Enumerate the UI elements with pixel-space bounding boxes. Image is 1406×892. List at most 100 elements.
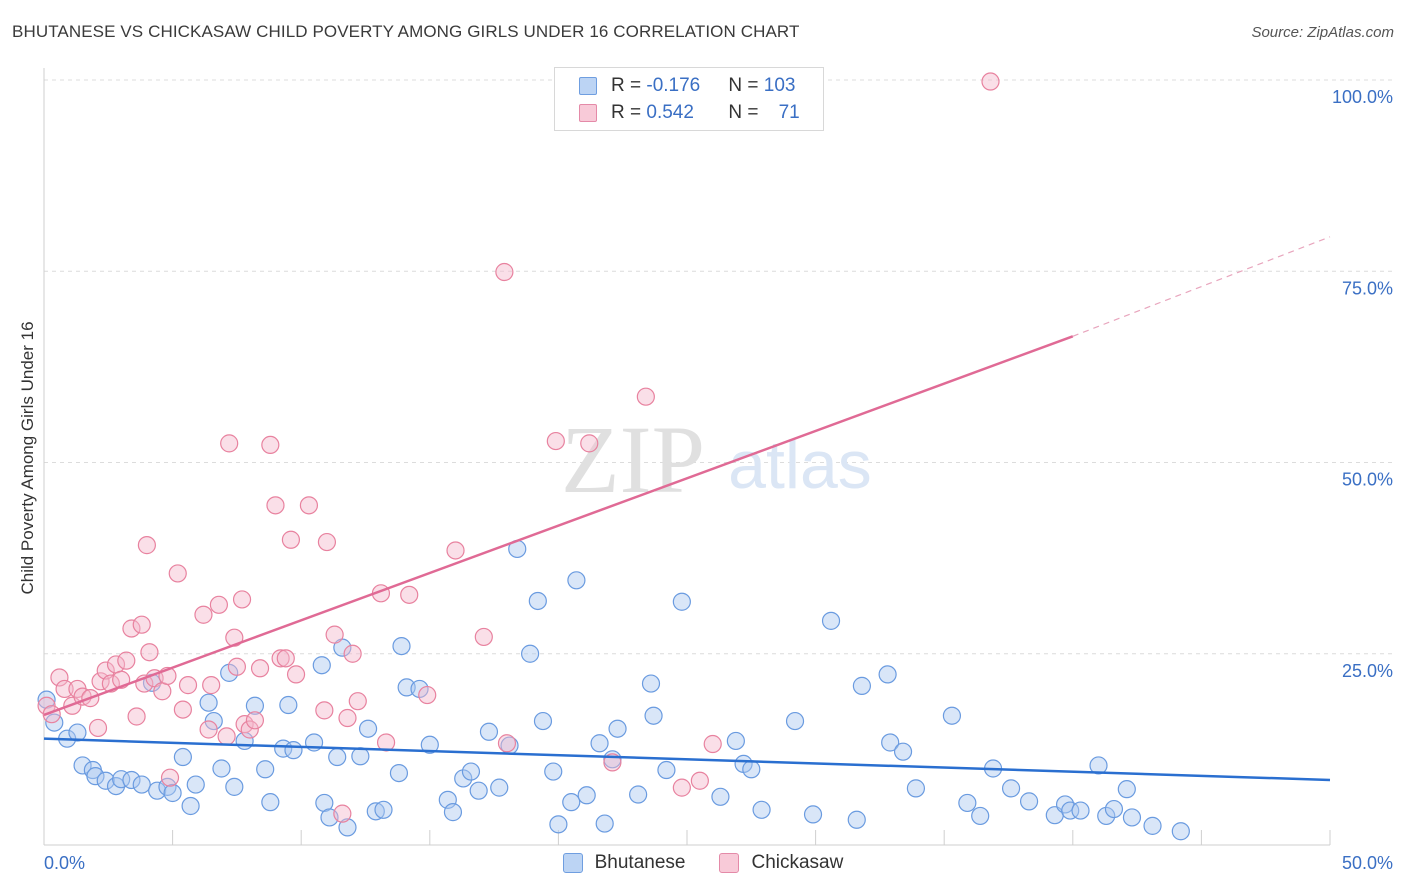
chickasaw-point	[271, 649, 290, 668]
chickasaw-point	[50, 668, 69, 687]
legend-n-label: N =	[728, 102, 764, 123]
series-swatch-pink	[719, 853, 740, 873]
chickasaw-point	[317, 532, 337, 552]
bhutanese-point	[562, 793, 581, 812]
legend-n-label: N =	[728, 75, 764, 96]
bhutanese-point	[261, 793, 280, 812]
chickasaw-trend-line	[43, 335, 1074, 717]
bhutanese-point	[567, 571, 586, 590]
chickasaw-point	[343, 644, 362, 663]
bhutanese-point	[958, 793, 977, 813]
bhutanese-point	[112, 770, 131, 789]
chickasaw-point	[474, 627, 493, 647]
series-legend-chickasaw: Chickasaw	[719, 852, 843, 874]
bhutanese-point	[245, 696, 265, 715]
y-tick-label: 50.0%	[1342, 470, 1393, 490]
chickasaw-point	[690, 771, 709, 790]
bhutanese-point	[1089, 756, 1108, 775]
chickasaw-point	[232, 590, 252, 609]
chickasaw-point	[315, 701, 334, 720]
y-axis-label: Child Poverty Among Girls Under 16	[18, 321, 37, 595]
bhutanese-point	[374, 800, 393, 819]
bhutanese-trend-line	[43, 737, 1331, 782]
chickasaw-point	[299, 496, 319, 515]
bhutanese-point	[533, 711, 553, 731]
chickasaw-point	[132, 615, 151, 634]
bhutanese-point	[878, 665, 897, 684]
bhutanese-point	[608, 719, 627, 738]
legend-swatch-blue	[579, 77, 597, 95]
bhutanese-point	[490, 778, 509, 797]
chickasaw-point	[160, 768, 180, 787]
chickasaw-point	[168, 564, 187, 583]
series-label-chickasaw: Chickasaw	[751, 852, 844, 873]
chickasaw-point	[446, 541, 465, 560]
chickasaw-point	[209, 595, 228, 614]
bhutanese-point	[256, 760, 275, 779]
chickasaw-point	[55, 679, 74, 699]
chickasaw-point	[672, 778, 691, 797]
chickasaw-point	[245, 711, 265, 730]
series-swatch-blue	[562, 853, 583, 873]
series-legend: Bhutanese Chickasaw	[0, 852, 1406, 874]
bhutanese-point	[803, 805, 823, 824]
chickasaw-points	[37, 72, 1000, 823]
chickasaw-point	[220, 434, 239, 453]
bhutanese-point	[644, 706, 663, 725]
watermark-atlas: atlas	[728, 427, 872, 503]
legend-row-chickasaw: R = 0.542 N = 71	[579, 101, 800, 125]
y-tick-label: 100.0%	[1332, 87, 1393, 107]
chickasaw-point	[127, 707, 146, 726]
bhutanese-point	[366, 802, 385, 821]
chickasaw-point	[173, 700, 192, 719]
bhutanese-point	[742, 760, 761, 779]
bhutanese-point	[132, 775, 151, 794]
bhutanese-point	[549, 815, 568, 834]
bhutanese-point	[358, 719, 378, 738]
bhutanese-point	[389, 763, 409, 783]
chickasaw-point	[199, 720, 218, 739]
bhutanese-point	[672, 592, 691, 611]
bhutanese-point	[1071, 801, 1090, 820]
chickasaw-point	[137, 536, 156, 555]
series-legend-bhutanese: Bhutanese	[562, 852, 685, 874]
bhutanese-points	[37, 539, 1190, 841]
bhutanese-point	[1143, 816, 1162, 835]
bhutanese-point	[726, 731, 745, 751]
chickasaw-point	[117, 651, 136, 670]
chickasaw-point	[122, 619, 141, 638]
chickasaw-point	[178, 676, 198, 695]
bhutanese-point	[479, 722, 499, 741]
legend-r-label: R =	[611, 102, 647, 123]
bhutanese-point	[1117, 780, 1136, 799]
bhutanese-point	[629, 785, 648, 804]
bhutanese-point	[186, 775, 205, 794]
bhutanese-point	[96, 771, 115, 790]
bhutanese-point	[1171, 822, 1190, 841]
bhutanese-point	[971, 806, 990, 826]
chart-source: Source: ZipAtlas.com	[1251, 24, 1394, 41]
chickasaw-point	[88, 718, 108, 738]
chickasaw-point	[546, 431, 565, 451]
bhutanese-point	[942, 706, 962, 725]
bhutanese-point	[906, 779, 926, 798]
chickasaw-point	[227, 657, 246, 676]
bhutanese-point	[577, 786, 596, 805]
chickasaw-point	[325, 625, 344, 644]
bhutanese-point	[881, 733, 900, 752]
chickasaw-point	[981, 72, 1000, 91]
bhutanese-point	[181, 796, 200, 816]
bhutanese-point	[328, 747, 347, 767]
legend-n-value: 71	[778, 102, 800, 123]
trend-lines	[43, 236, 1331, 782]
chickasaw-point	[140, 643, 159, 662]
bhutanese-point	[595, 814, 614, 833]
chickasaw-point	[250, 659, 270, 678]
y-tick-label: 25.0%	[1342, 661, 1393, 681]
legend-r-value: 0.542	[646, 102, 694, 123]
bhutanese-point	[86, 767, 105, 786]
bhutanese-point	[544, 762, 563, 781]
bhutanese-point	[73, 756, 92, 775]
bhutanese-point	[148, 781, 167, 800]
chickasaw-point	[636, 387, 655, 406]
